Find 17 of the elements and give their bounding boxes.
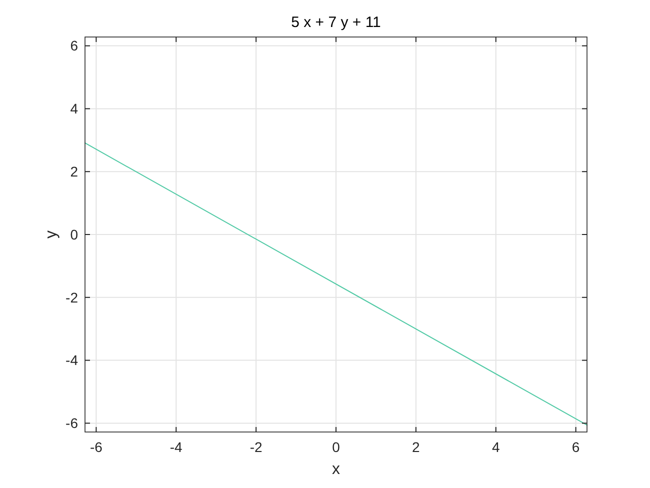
x-axis-title: x xyxy=(332,461,340,478)
y-tick-label: -4 xyxy=(66,352,78,368)
chart-title: 5 x + 7 y + 11 xyxy=(291,14,381,31)
x-tick-label: -4 xyxy=(170,439,183,455)
x-tick-label: 0 xyxy=(332,439,340,455)
y-tick-label: 0 xyxy=(70,226,78,242)
y-tick-label: -2 xyxy=(66,289,78,306)
x-tick-label: 2 xyxy=(412,439,420,455)
y-tick-label: 4 xyxy=(70,100,78,117)
y-tick-label: 2 xyxy=(70,164,78,180)
x-tick-label: -2 xyxy=(250,439,262,455)
x-tick-label: 6 xyxy=(572,439,580,455)
x-tick-label: -6 xyxy=(90,439,103,455)
y-tick-label: -6 xyxy=(66,415,78,432)
x-tick-label: 4 xyxy=(492,439,500,455)
y-tick-label: 6 xyxy=(70,38,78,54)
y-axis-title: y xyxy=(43,230,60,238)
